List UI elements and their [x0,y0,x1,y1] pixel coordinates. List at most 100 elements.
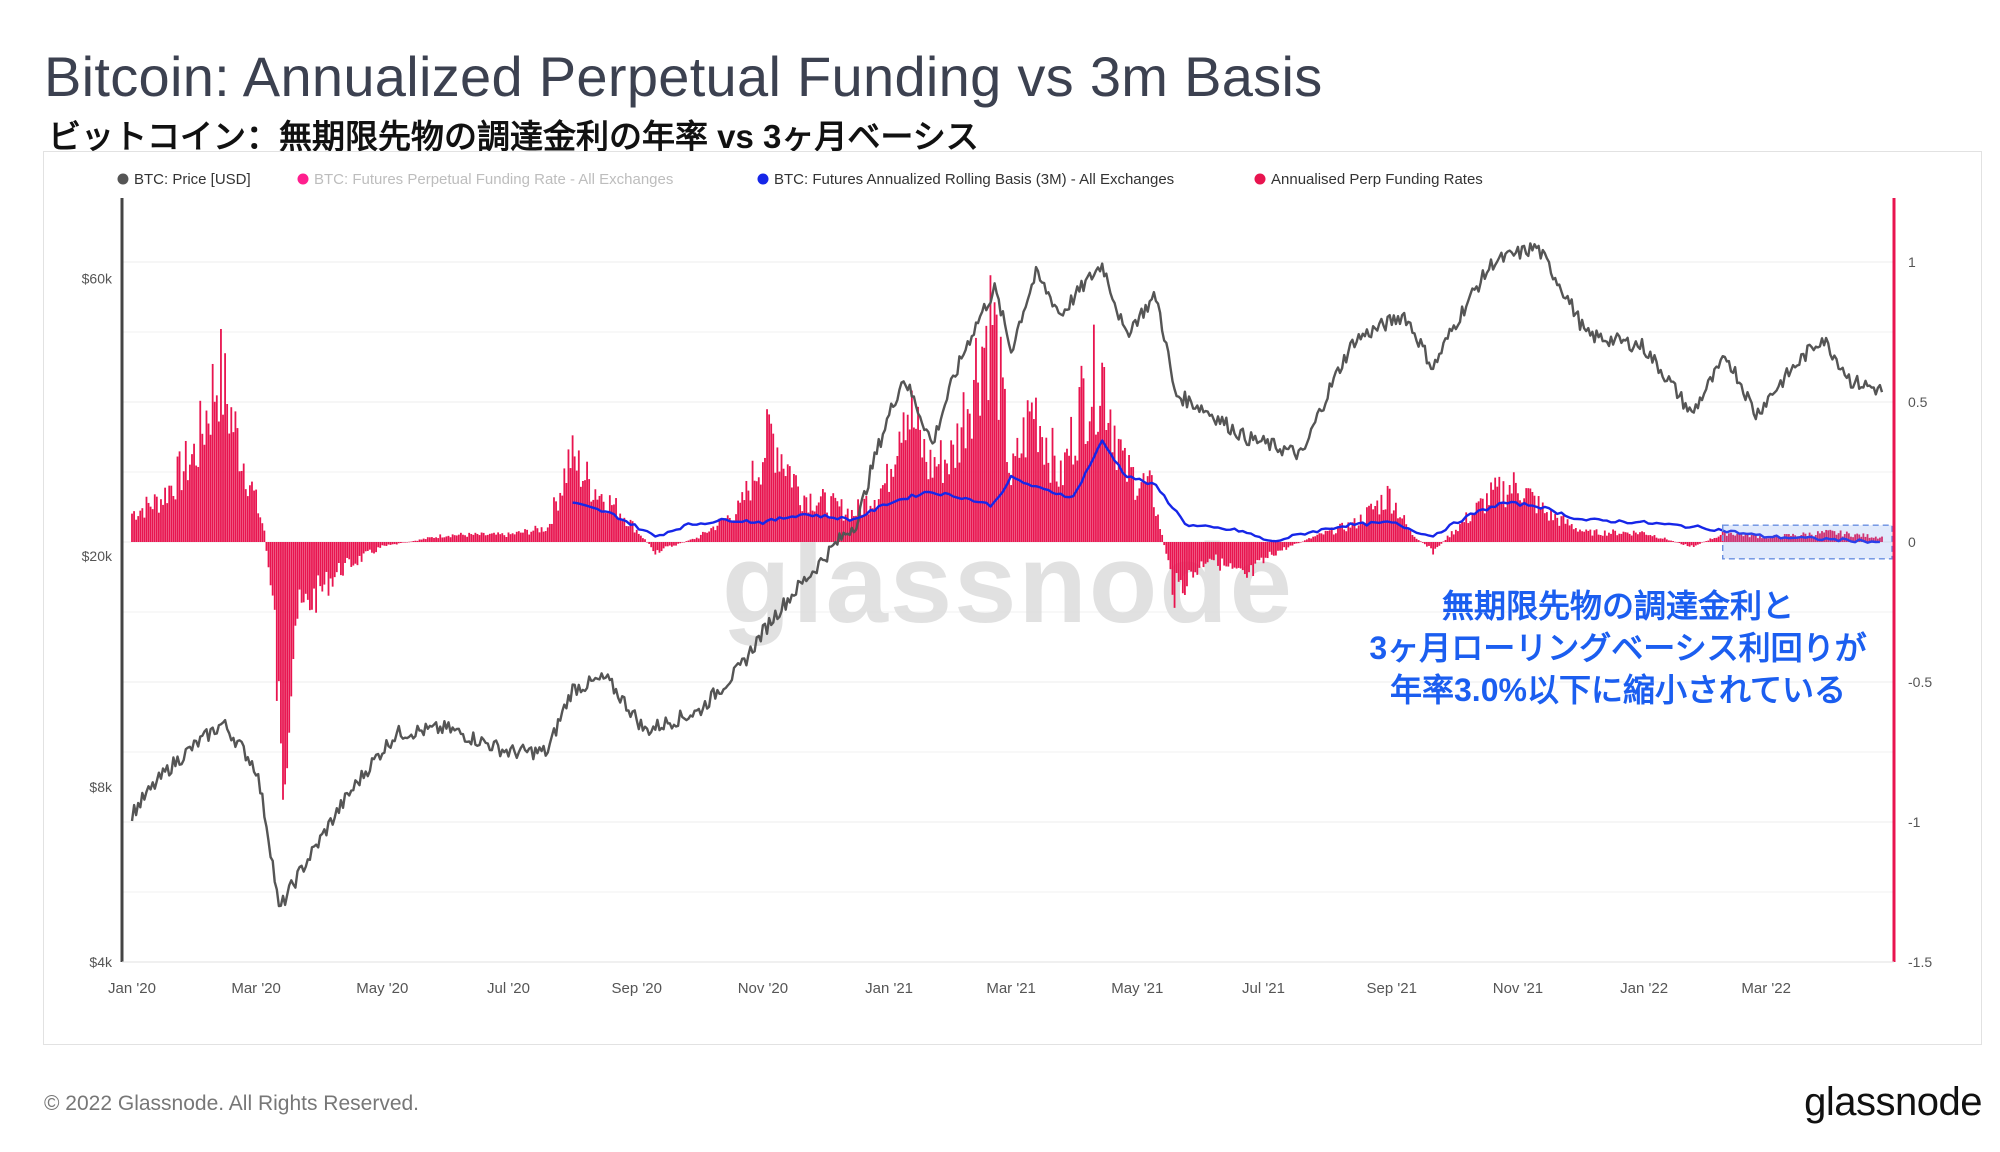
funding-bar [1605,535,1608,542]
funding-bar [621,519,624,542]
funding-bar [776,447,779,542]
funding-bar [1097,431,1099,542]
funding-bar [426,537,429,542]
funding-bar [350,542,353,567]
funding-bar [1552,520,1554,542]
funding-bar [774,472,777,542]
funding-bar [1330,527,1333,542]
funding-bar [1312,536,1315,542]
funding-bar [1628,533,1631,542]
funding-bar [333,542,336,578]
funding-bar [1275,542,1277,556]
funding-bar [1767,538,1770,542]
funding-bar [1533,495,1536,542]
funding-bar [1188,542,1190,571]
funding-bar [1701,542,1703,543]
funding-bar [1138,488,1141,542]
funding-bar [230,407,233,542]
funding-bar [778,471,781,542]
funding-bar [1595,529,1598,542]
funding-bar [1428,542,1430,546]
funding-bar [1754,535,1757,542]
funding-bar [751,460,754,542]
chart-subtitle-japanese: ビットコイン：無期限先物の調達金利の年率 vs 3ヶ月ベーシス [48,118,979,155]
funding-bar [964,448,967,542]
funding-bar [1684,542,1687,545]
highlight-box [1722,524,1893,560]
funding-bar [178,451,181,542]
funding-bar [517,531,520,542]
funding-bar [155,496,158,542]
funding-bar [1713,537,1716,542]
funding-bar [1577,531,1579,542]
funding-bar [1705,541,1708,542]
funding-bar [1879,537,1881,542]
funding-bar [1663,537,1666,542]
funding-bar [1357,525,1360,542]
funding-bar [1215,542,1217,555]
funding-bar [842,520,845,542]
funding-bar [280,542,282,744]
funding-bar [1678,542,1681,544]
funding-bar [228,433,231,542]
funding-bar [519,532,522,542]
funding-bar [894,464,897,542]
funding-bar [1117,438,1120,542]
funding-bar [807,512,810,542]
funding-bar [542,531,545,542]
funding-bar [1806,536,1809,542]
funding-bar [859,505,862,542]
funding-bar [865,495,868,542]
funding-bar [1461,521,1463,542]
funding-bar [1641,531,1643,542]
funding-bar [629,519,632,542]
funding-bar [478,535,481,542]
funding-bar [892,476,895,542]
funding-bar [383,542,386,546]
x-axis-tick-label: Jul '20 [487,980,530,997]
funding-bar [1032,419,1035,542]
funding-bar [290,542,293,697]
funding-bar [139,510,142,542]
funding-bar [1119,439,1122,542]
funding-bar [368,542,371,550]
funding-bar [824,492,826,542]
funding-bar [1372,509,1375,542]
right-axis-tick-label: 1 [1908,254,1916,270]
funding-bar [379,542,382,548]
x-axis-tick-label: Mar '21 [986,980,1036,997]
funding-bar [1378,514,1381,542]
funding-bar [623,517,626,542]
funding-bar [449,537,452,542]
funding-bar [1587,530,1590,542]
funding-bar [1819,533,1821,542]
funding-bar [1492,489,1495,542]
funding-bar [170,485,173,542]
funding-bar [358,542,361,556]
funding-bar [1651,536,1654,542]
funding-bar [1006,462,1008,542]
funding-bar [1740,534,1743,542]
right-axis-tick-label: -0.5 [1908,674,1932,690]
funding-bar [199,400,202,542]
funding-bar [987,400,990,542]
funding-bar [1225,542,1228,567]
funding-bar [497,532,500,542]
funding-bar [1647,535,1650,542]
funding-bar [536,528,539,542]
funding-bar [1574,528,1577,542]
funding-bar [296,542,299,619]
funding-bar [1088,421,1091,542]
funding-bar [1639,532,1641,542]
funding-bar [1059,460,1062,542]
funding-bar [1124,447,1126,542]
funding-bar [561,495,564,542]
funding-bar [1756,538,1759,542]
funding-bar [1750,534,1753,542]
annotation-line: 3ヶ月ローリングベーシス利回りが [1369,630,1867,666]
funding-bar [762,462,764,542]
funding-bar [1862,533,1865,542]
funding-bar [1856,533,1859,542]
annotation-line: 無期限先物の調達金利と [1441,588,1794,624]
funding-bar [797,486,799,542]
